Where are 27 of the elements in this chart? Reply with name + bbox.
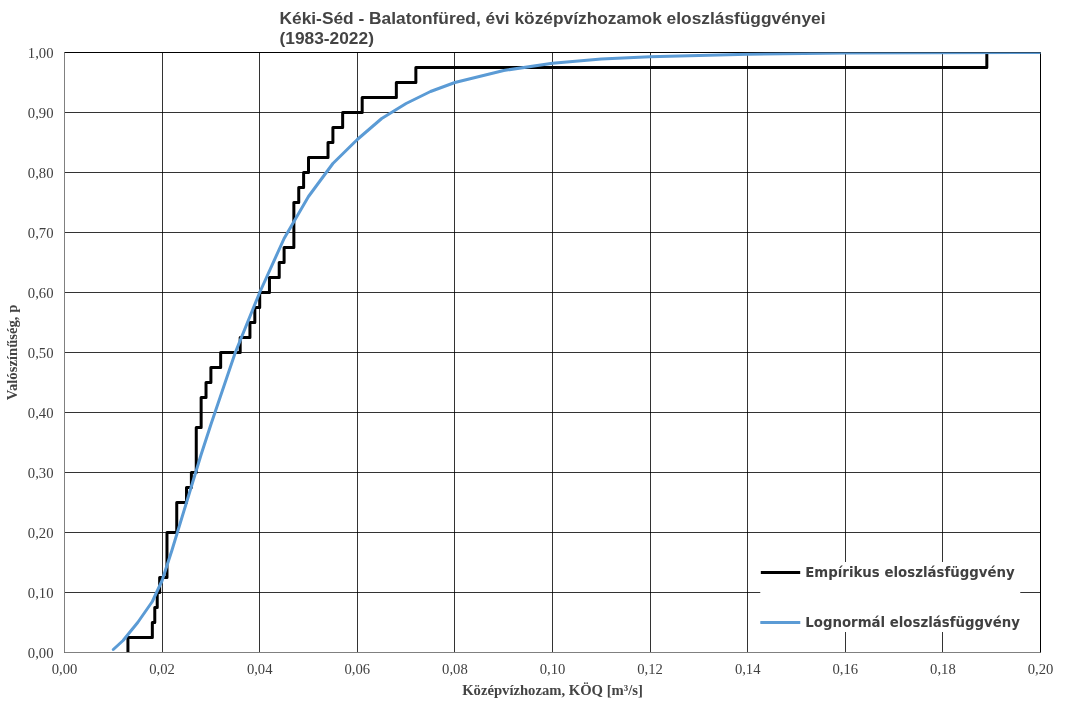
y-tick-label: 0,10 [27, 584, 54, 601]
y-tick-label: 1,00 [27, 44, 54, 61]
y-axis-title: Valószínűség, p [3, 304, 20, 401]
y-tick-label: 0,30 [27, 464, 54, 481]
x-tick-label: 0,16 [832, 660, 859, 677]
x-tick-label: 0,02 [149, 660, 175, 677]
y-tick-label: 0,50 [27, 344, 54, 361]
x-axis-title: Középvízhozam, KÖQ [m³/s] [462, 681, 643, 698]
x-tick-label: 0,06 [344, 660, 371, 677]
y-tick-label: 0,40 [27, 404, 54, 421]
x-tick-label: 0,00 [51, 660, 78, 677]
x-tick-label: 0,14 [734, 660, 762, 677]
x-tick-label: 0,04 [246, 660, 274, 677]
y-tick-label: 0,60 [27, 284, 54, 301]
chart-title: Kéki-Séd - Balatonfüred, évi középvízhozamok eloszlásfüggvényei (1983-2022) [279, 7, 826, 48]
y-tick-label: 0,00 [27, 644, 54, 661]
y-tick-label: 0,80 [27, 164, 54, 181]
x-tick-label: 0,20 [1027, 660, 1054, 677]
legend-label: Lognormál eloszlásfüggvény [805, 614, 1020, 630]
y-tick-label: 0,70 [27, 224, 54, 241]
y-tick-label: 0,90 [27, 104, 54, 121]
y-tick-label: 0,20 [27, 524, 54, 541]
x-tick-label: 0,18 [930, 660, 956, 677]
x-tick-label: 0,08 [442, 660, 468, 677]
legend-label: Empírikus eloszlásfüggvény [805, 564, 1015, 580]
x-tick-label: 0,12 [637, 660, 663, 677]
x-tick-label: 0,10 [539, 660, 566, 677]
